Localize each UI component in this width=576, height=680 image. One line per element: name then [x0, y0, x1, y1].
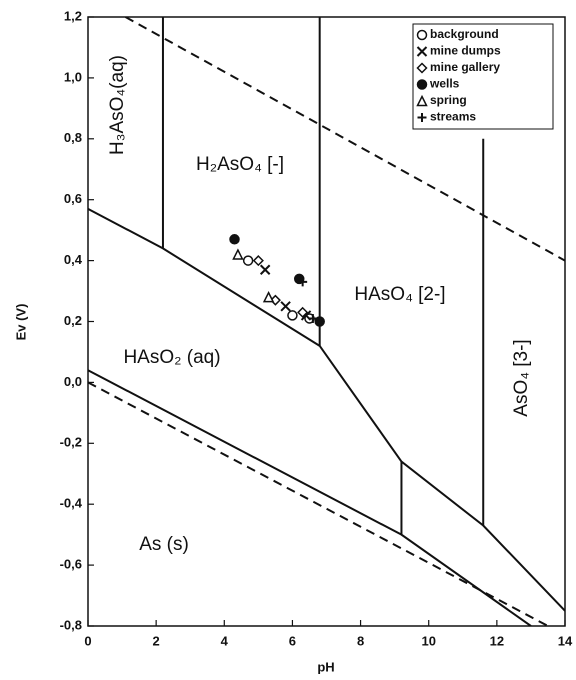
boundary-line — [124, 17, 565, 262]
boundary-line — [88, 369, 532, 626]
legend-label: mine gallery — [430, 60, 500, 74]
region-label: HAsO₂ (aq) — [123, 347, 220, 368]
legend-label: streams — [430, 110, 476, 124]
y-tick-label: 1,2 — [64, 8, 82, 23]
legend-label: mine dumps — [430, 44, 501, 58]
region-label: AsO₄ [3-] — [511, 339, 532, 416]
x-tick-label: 14 — [558, 633, 573, 648]
marker — [229, 234, 240, 245]
marker — [242, 255, 254, 266]
region-label: H₂AsO₄ [-] — [196, 154, 284, 175]
marker — [287, 310, 298, 321]
marker — [262, 290, 275, 303]
legend-marker — [416, 29, 428, 41]
y-tick-label: -0,2 — [60, 435, 82, 450]
marker — [280, 301, 291, 312]
y-tick-label: 0,4 — [64, 252, 83, 267]
y-tick-label: 0,8 — [64, 130, 82, 145]
region-label: As (s) — [139, 534, 189, 555]
x-tick-label: 12 — [490, 633, 504, 648]
marker — [297, 306, 309, 318]
legend-marker — [417, 113, 427, 122]
marker — [232, 248, 244, 260]
marker — [314, 316, 325, 327]
marker — [252, 255, 264, 267]
y-tick-label: 0,0 — [64, 374, 82, 389]
legend-box — [412, 23, 554, 130]
legend-marker — [416, 79, 428, 90]
x-tick-label: 8 — [357, 633, 364, 648]
x-axis-label: pH — [317, 659, 334, 674]
x-tick-label: 4 — [221, 633, 229, 648]
y-tick-label: 0,2 — [64, 313, 82, 328]
legend-marker — [416, 94, 428, 107]
legend-marker — [416, 62, 428, 74]
boundary-line — [88, 207, 565, 612]
region-label: HAsO₄ [2-] — [354, 284, 445, 305]
legend-marker — [416, 46, 428, 57]
y-tick-label: 0,6 — [64, 191, 82, 206]
x-tick-label: 10 — [421, 633, 435, 648]
y-tick-label: -0,4 — [60, 496, 83, 511]
region-label: H₃AsO₄(aq) — [107, 55, 128, 155]
y-tick-label: 1,0 — [64, 69, 82, 84]
boundary-line — [88, 381, 549, 626]
legend-label: wells — [429, 77, 460, 91]
x-tick-label: 2 — [153, 633, 160, 648]
marker — [259, 264, 271, 275]
x-tick-label: 6 — [289, 633, 296, 648]
marker — [298, 277, 308, 287]
marker — [308, 313, 318, 323]
legend-label: background — [430, 27, 499, 41]
y-tick-label: -0,6 — [60, 557, 82, 572]
legend-label: spring — [430, 93, 467, 107]
x-tick-label: 0 — [84, 633, 91, 648]
y-axis-label: Ev (V) — [13, 304, 28, 341]
y-tick-label: -0,8 — [60, 617, 82, 632]
